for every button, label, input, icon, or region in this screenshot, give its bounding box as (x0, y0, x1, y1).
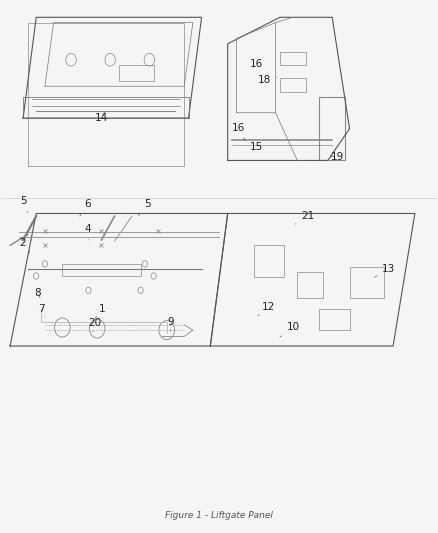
Text: 8: 8 (34, 288, 41, 297)
Text: 5: 5 (20, 196, 28, 213)
Bar (254, 245, 284, 277)
Text: Figure 1 - Liftgate Panel: Figure 1 - Liftgate Panel (165, 511, 273, 520)
Text: 2: 2 (20, 238, 30, 253)
Text: 14: 14 (95, 112, 108, 123)
Text: 13: 13 (375, 264, 396, 277)
Text: 16: 16 (250, 59, 263, 69)
Bar (297, 272, 323, 298)
Text: 21: 21 (295, 211, 314, 224)
Text: 5: 5 (138, 199, 151, 216)
Bar (350, 266, 385, 298)
Text: 1: 1 (95, 304, 106, 318)
Bar (280, 78, 306, 92)
Bar (319, 309, 350, 330)
Text: 19: 19 (330, 152, 344, 163)
Text: 16: 16 (232, 123, 245, 140)
Text: 6: 6 (80, 199, 91, 216)
Text: 20: 20 (88, 318, 102, 332)
Text: 7: 7 (39, 304, 45, 317)
Text: 15: 15 (250, 142, 263, 152)
Text: 4: 4 (84, 224, 91, 240)
Text: 12: 12 (258, 302, 275, 316)
Bar (119, 65, 154, 81)
Bar (280, 52, 306, 65)
Text: 18: 18 (258, 75, 277, 85)
Bar (319, 97, 345, 160)
Text: 9: 9 (168, 317, 174, 331)
Text: 10: 10 (280, 322, 300, 337)
Bar (62, 264, 141, 276)
